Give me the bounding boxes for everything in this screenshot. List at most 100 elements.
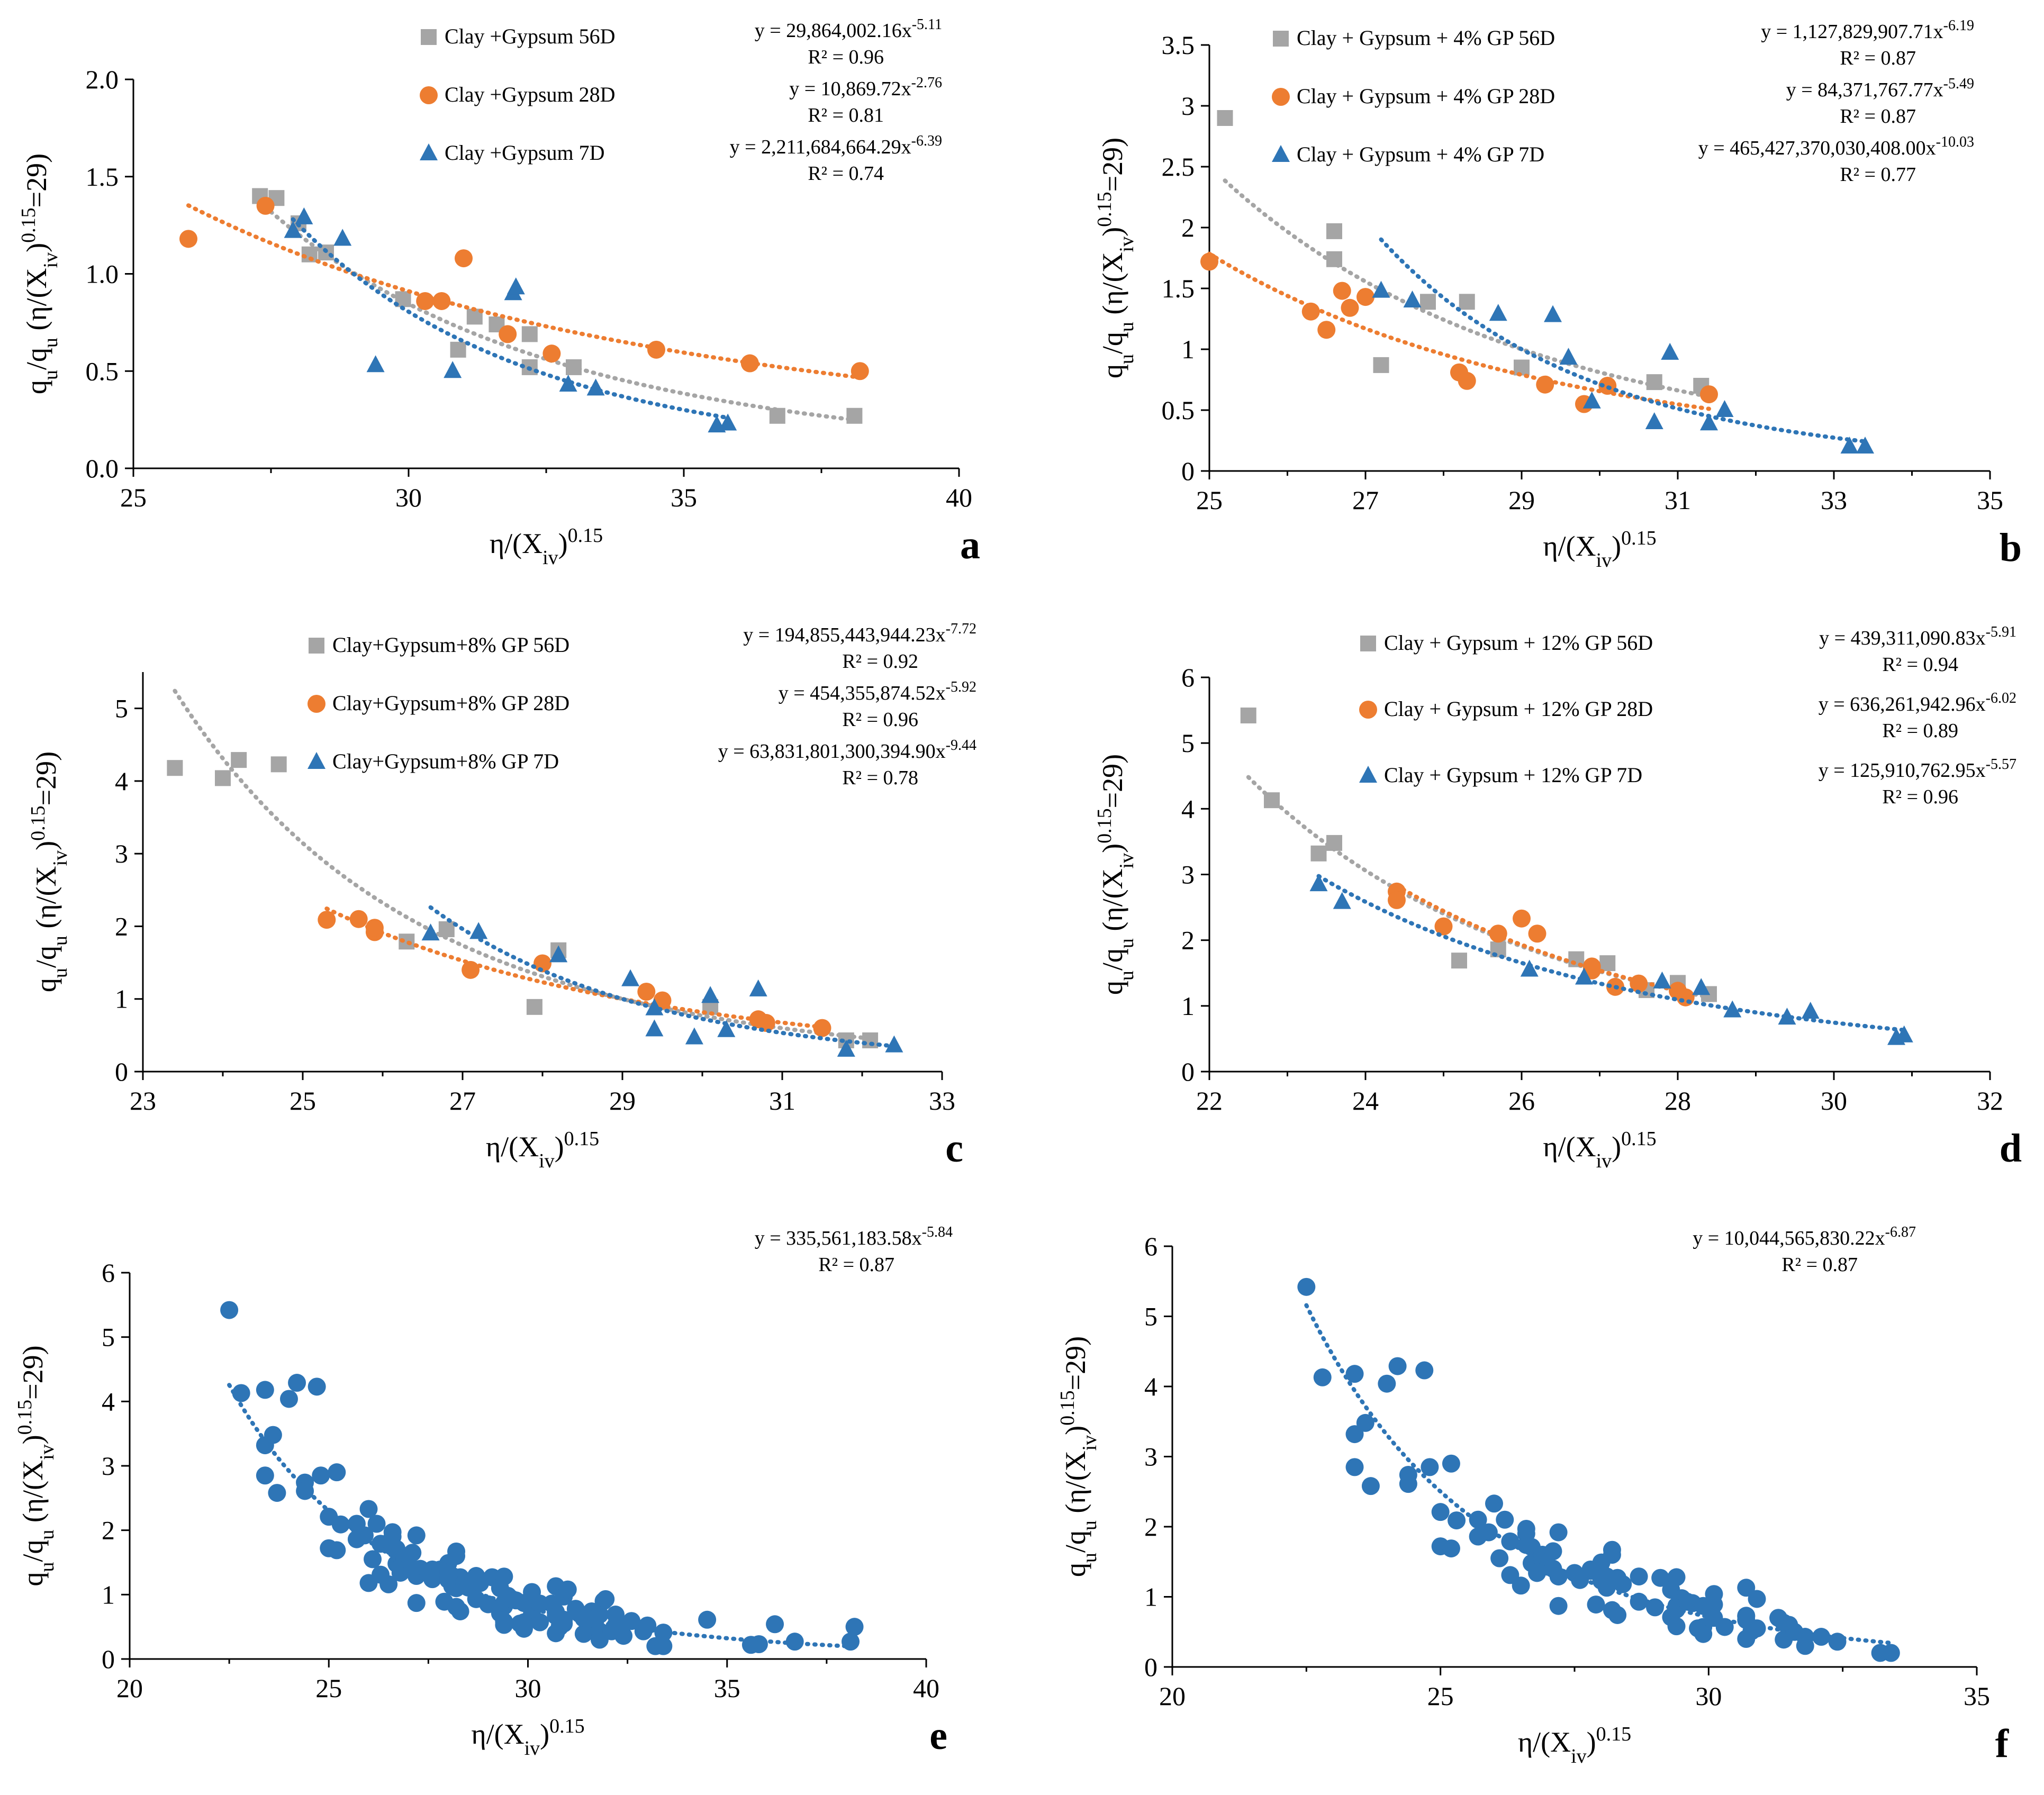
legend-label: Clay + Gypsum + 12% GP 28D [1384,697,1653,721]
x-tick-label: 31 [1665,485,1691,515]
y-tick-label: 0 [1181,456,1195,486]
trend-equation: y = 84,371,767.77x-5.49 [1786,76,1974,102]
data-point-blue [469,922,488,939]
data-point-orange [318,911,336,929]
data-point-orange [1356,288,1374,306]
data-point-orange [1630,974,1648,993]
data-point-blue [1489,304,1507,321]
data-point-gray [1326,835,1342,851]
r-squared-label: R² = 0.77 [1840,164,1916,186]
legend-label: Clay + Gypsum + 4% GP 7D [1297,142,1544,166]
x-tick-label: 25 [315,1673,342,1703]
y-tick-label: 1 [115,984,128,1014]
data-point-blue [256,1381,274,1399]
legend-label: Clay + Gypsum + 4% GP 56D [1297,26,1555,50]
data-point-blue [1737,1579,1756,1597]
data-point-blue [1399,1475,1417,1493]
y-tick-label: 0.0 [86,454,119,483]
panel-tag-f: f [1995,1721,2010,1766]
data-point-blue [1778,1008,1796,1025]
trend-equation: y = 29,864,002.16x-5.11 [755,16,942,42]
x-tick-label: 24 [1352,1086,1379,1116]
data-point-gray [769,407,785,424]
data-point-blue [507,277,525,295]
data-point-blue [1549,1567,1568,1586]
data-point-blue [1646,1598,1664,1617]
data-point-blue [232,1384,250,1402]
y-tick-label: 2 [1144,1512,1157,1542]
x-tick-label: 25 [120,483,147,512]
data-point-blue [1661,342,1679,360]
trend-equation: y = 454,355,874.52x-5.92 [779,679,976,705]
r-squared-label: R² = 0.74 [808,162,884,185]
trendline-gray [258,200,857,422]
y-tick-label: 1.0 [86,259,119,289]
data-point-blue [654,1637,673,1655]
data-point-blue [1828,1633,1847,1651]
y-tick-label: 5 [102,1322,115,1352]
y-tick-label: 2.0 [86,65,119,94]
y-tick-label: 4 [102,1386,115,1416]
data-point-orange [1341,298,1359,317]
data-point-orange [455,249,473,268]
y-tick-label: 4 [115,766,128,796]
data-point-blue [607,1606,625,1624]
trend-equation: y = 465,427,370,030,408.00x-10.03 [1698,134,1974,160]
y-tick-label: 5 [115,694,128,723]
data-point-blue [766,1615,784,1634]
data-point-gray [215,770,231,786]
trend-equation: y = 1,127,829,907.71x-6.19 [1761,17,1974,43]
data-point-blue [1582,391,1601,409]
x-tick-label: 30 [515,1673,541,1703]
trendline-blue [291,217,730,420]
data-point-gray [1459,294,1475,310]
data-point-orange [1333,282,1351,300]
x-tick-label: 35 [671,483,697,512]
data-point-blue [288,1374,306,1392]
trend-equation: y = 439,311,090.83x-5.91 [1819,624,2016,650]
data-point-orange [1317,321,1336,339]
y-tick-label: 1 [102,1580,115,1609]
legend-label: Clay +Gypsum 7D [445,141,605,165]
y-tick-label: 3 [115,839,128,868]
data-point-orange [179,230,197,248]
data-point-blue [220,1301,239,1319]
data-point-blue [701,986,720,1003]
data-point-blue [1388,1357,1407,1375]
data-point-blue [685,1027,703,1045]
data-point-blue [837,1039,855,1057]
y-tick-label: 5 [1181,728,1195,758]
y-tick-label: 3 [102,1451,115,1481]
data-point-orange [1200,252,1218,271]
data-point-gray [521,326,538,342]
data-point-orange [1528,924,1546,943]
data-point-blue [531,1613,549,1631]
data-point-orange [813,1019,831,1037]
legend-marker-blue [1272,145,1290,162]
data-point-blue [1431,1503,1450,1521]
data-point-blue [1801,1002,1820,1019]
r-squared-label: R² = 0.94 [1882,654,1958,676]
data-point-blue [842,1633,860,1651]
panel-tag-d: d [2000,1126,2022,1171]
data-point-blue [1575,967,1593,985]
data-point-blue [328,1463,346,1482]
data-point-orange [1536,375,1554,394]
trend-equation: y = 194,855,443,944.23x-7.72 [743,621,976,647]
data-point-blue [1796,1637,1814,1655]
data-point-blue [698,1610,717,1629]
y-tick-label: 0.5 [86,356,119,386]
data-point-blue [1356,1413,1374,1432]
data-point-orange [637,983,656,1001]
data-point-blue [1723,1000,1742,1018]
trendline-blue [1316,874,1906,1032]
data-point-blue [407,1594,426,1612]
x-tick-label: 28 [1665,1086,1691,1116]
data-point-orange [1582,957,1601,976]
data-point-blue [1559,348,1578,365]
data-point-blue [1345,1425,1364,1444]
y-tick-label: 2 [102,1516,115,1545]
data-point-orange [647,340,665,359]
x-tick-label: 30 [1695,1681,1722,1711]
data-point-blue [785,1633,804,1651]
